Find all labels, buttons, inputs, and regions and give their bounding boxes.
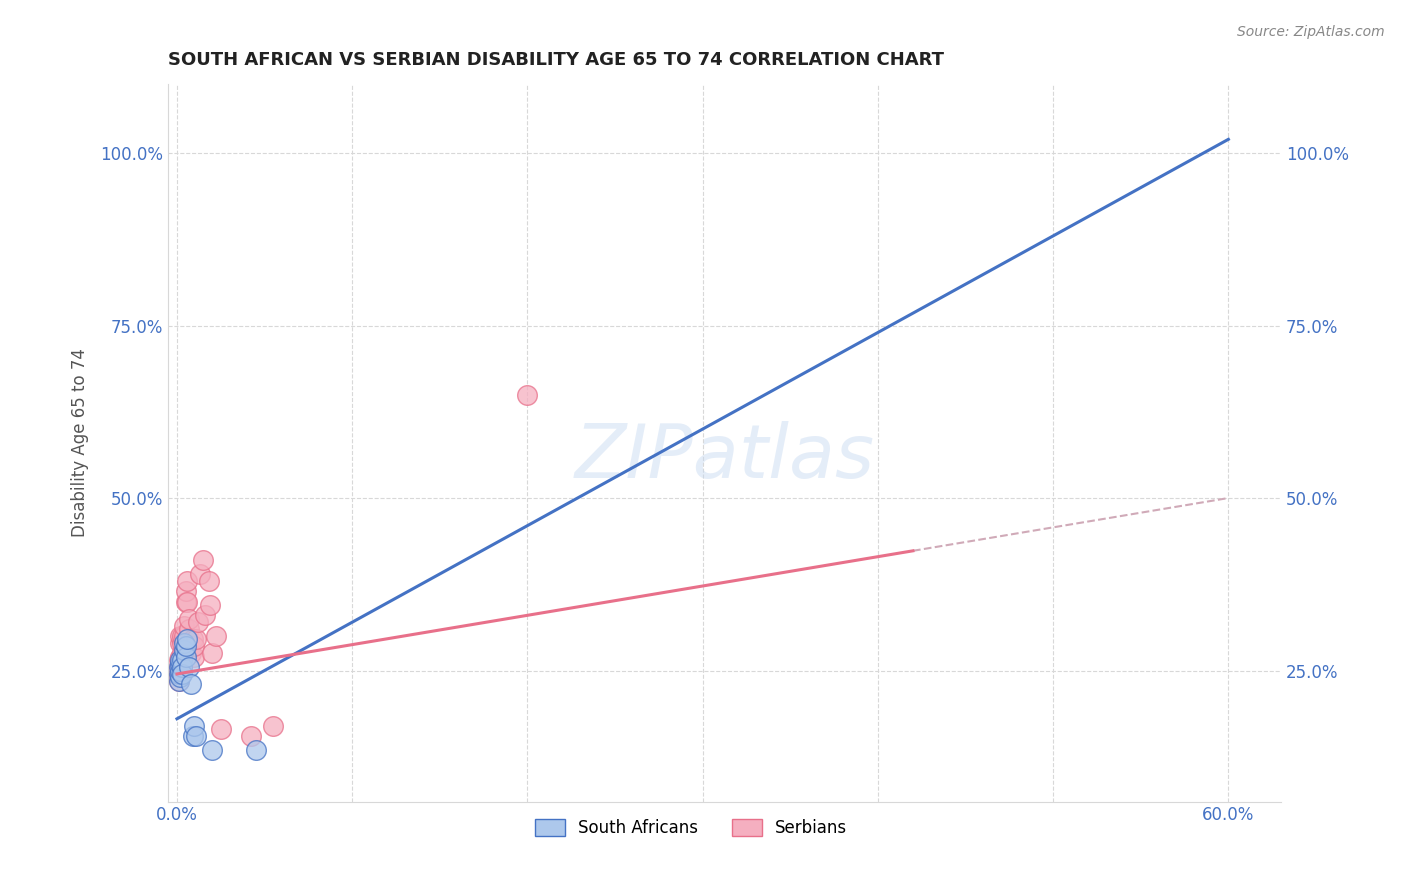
Point bbox=[516, 387, 538, 401]
Point bbox=[172, 646, 194, 660]
Point bbox=[169, 664, 191, 678]
Point bbox=[193, 553, 215, 567]
Point bbox=[172, 653, 194, 667]
Point bbox=[187, 615, 209, 630]
Point bbox=[169, 667, 191, 681]
Point bbox=[194, 608, 217, 623]
Point bbox=[173, 618, 195, 632]
Point bbox=[172, 653, 194, 667]
Point bbox=[176, 594, 198, 608]
Point bbox=[181, 729, 204, 743]
Point bbox=[169, 670, 191, 684]
Point bbox=[204, 629, 226, 643]
Legend: South Africans, Serbians: South Africans, Serbians bbox=[529, 812, 853, 844]
Point bbox=[169, 629, 191, 643]
Text: Source: ZipAtlas.com: Source: ZipAtlas.com bbox=[1237, 25, 1385, 39]
Point bbox=[167, 667, 190, 681]
Point bbox=[188, 566, 211, 581]
Point bbox=[186, 729, 208, 743]
Y-axis label: Disability Age 65 to 74: Disability Age 65 to 74 bbox=[72, 349, 89, 537]
Point bbox=[167, 660, 190, 674]
Point bbox=[174, 640, 197, 654]
Point bbox=[183, 719, 205, 733]
Point bbox=[169, 657, 191, 671]
Point bbox=[183, 640, 205, 654]
Point bbox=[239, 729, 262, 743]
Point bbox=[180, 677, 202, 691]
Point bbox=[167, 653, 190, 667]
Point bbox=[173, 629, 195, 643]
Point bbox=[169, 653, 191, 667]
Point bbox=[173, 646, 195, 660]
Point bbox=[172, 636, 194, 650]
Point bbox=[262, 719, 284, 733]
Point bbox=[176, 632, 198, 647]
Point bbox=[174, 649, 197, 664]
Text: SOUTH AFRICAN VS SERBIAN DISABILITY AGE 65 TO 74 CORRELATION CHART: SOUTH AFRICAN VS SERBIAN DISABILITY AGE … bbox=[169, 51, 945, 69]
Point bbox=[245, 743, 267, 757]
Point bbox=[181, 632, 204, 647]
Point bbox=[169, 649, 191, 664]
Point bbox=[209, 722, 232, 736]
Point bbox=[176, 574, 198, 588]
Point bbox=[174, 584, 197, 599]
Point bbox=[167, 673, 190, 688]
Point bbox=[174, 594, 197, 608]
Point bbox=[169, 636, 191, 650]
Point bbox=[167, 660, 190, 674]
Point bbox=[172, 629, 194, 643]
Point bbox=[169, 657, 191, 671]
Point bbox=[183, 649, 205, 664]
Point bbox=[173, 636, 195, 650]
Point bbox=[180, 646, 202, 660]
Point bbox=[172, 667, 194, 681]
Point bbox=[201, 646, 224, 660]
Point bbox=[167, 673, 190, 688]
Point bbox=[172, 660, 194, 674]
Point bbox=[201, 743, 224, 757]
Point bbox=[186, 632, 208, 647]
Point bbox=[179, 612, 201, 626]
Point bbox=[167, 667, 190, 681]
Point bbox=[179, 660, 201, 674]
Text: ZIPatlas: ZIPatlas bbox=[575, 421, 875, 493]
Point bbox=[174, 640, 197, 654]
Point bbox=[172, 660, 194, 674]
Point bbox=[179, 622, 201, 636]
Point bbox=[200, 598, 222, 612]
Point bbox=[173, 642, 195, 657]
Point bbox=[197, 574, 219, 588]
